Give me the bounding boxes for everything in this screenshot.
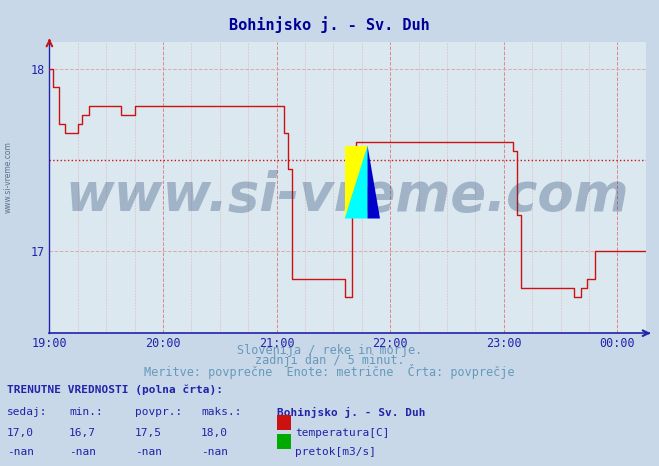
Text: Slovenija / reke in morje.: Slovenija / reke in morje. — [237, 344, 422, 357]
Text: -nan: -nan — [69, 447, 96, 457]
Text: pretok[m3/s]: pretok[m3/s] — [295, 447, 376, 457]
Polygon shape — [368, 146, 380, 219]
Text: 16,7: 16,7 — [69, 428, 96, 438]
Text: Bohinjsko j. - Sv. Duh: Bohinjsko j. - Sv. Duh — [229, 16, 430, 33]
Text: 18,0: 18,0 — [201, 428, 228, 438]
Text: temperatura[C]: temperatura[C] — [295, 428, 389, 438]
Text: www.si-vreme.com: www.si-vreme.com — [66, 170, 629, 222]
Text: povpr.:: povpr.: — [135, 407, 183, 417]
Text: 17,5: 17,5 — [135, 428, 162, 438]
Text: -nan: -nan — [7, 447, 34, 457]
Text: -nan: -nan — [201, 447, 228, 457]
Text: 17,0: 17,0 — [7, 428, 34, 438]
Text: Bohinjsko j. - Sv. Duh: Bohinjsko j. - Sv. Duh — [277, 407, 425, 418]
Text: -nan: -nan — [135, 447, 162, 457]
Polygon shape — [345, 146, 368, 219]
Text: sedaj:: sedaj: — [7, 407, 47, 417]
Text: maks.:: maks.: — [201, 407, 241, 417]
Text: www.si-vreme.com: www.si-vreme.com — [4, 141, 13, 213]
Polygon shape — [345, 146, 368, 219]
Text: zadnji dan / 5 minut.: zadnji dan / 5 minut. — [254, 354, 405, 367]
Text: min.:: min.: — [69, 407, 103, 417]
Text: Meritve: povprečne  Enote: metrične  Črta: povprečje: Meritve: povprečne Enote: metrične Črta:… — [144, 364, 515, 379]
Text: TRENUTNE VREDNOSTI (polna črta):: TRENUTNE VREDNOSTI (polna črta): — [7, 384, 223, 395]
